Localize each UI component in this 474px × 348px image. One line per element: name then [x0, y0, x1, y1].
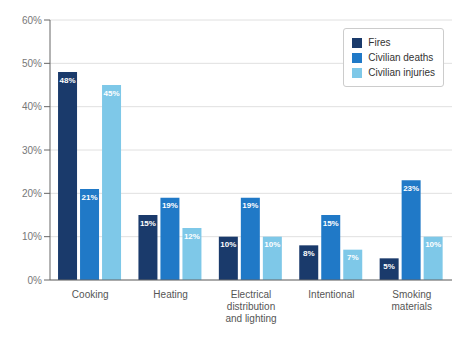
html-text:Civilian injuries: Civilian injuries [368, 67, 435, 78]
svg-text:19%: 19% [242, 201, 258, 210]
svg-text:7%: 7% [347, 253, 359, 262]
svg-text:10%: 10% [22, 231, 42, 242]
svg-text:Heating: Heating [153, 289, 187, 300]
svg-text:5%: 5% [383, 262, 395, 271]
svg-text:10%: 10% [264, 240, 280, 249]
svg-text:Cooking: Cooking [72, 289, 109, 300]
svg-text:8%: 8% [303, 249, 315, 258]
svg-text:15%: 15% [140, 219, 156, 228]
svg-text:50%: 50% [22, 58, 42, 69]
svg-text:30%: 30% [22, 145, 42, 156]
svg-text:20%: 20% [22, 188, 42, 199]
svg-text:Electricaldistributionand ligh: Electricaldistributionand lighting [225, 289, 276, 324]
svg-text:21%: 21% [82, 193, 98, 202]
svg-text:0%: 0% [28, 275, 43, 286]
svg-text:10%: 10% [425, 240, 441, 249]
svg-text:19%: 19% [162, 201, 178, 210]
svg-text:23%: 23% [403, 184, 419, 193]
html-text:Civilian deaths: Civilian deaths [368, 52, 434, 63]
svg-text:60%: 60% [22, 15, 42, 26]
svg-text:45%: 45% [104, 89, 120, 98]
svg-text:40%: 40% [22, 101, 42, 112]
svg-text:15%: 15% [323, 219, 339, 228]
svg-text:12%: 12% [184, 232, 200, 241]
svg-text:Intentional: Intentional [308, 289, 354, 300]
svg-text:10%: 10% [220, 240, 236, 249]
svg-text:48%: 48% [60, 76, 76, 85]
html-text:Fires: Fires [368, 37, 391, 48]
svg-text:Smokingmaterials: Smokingmaterials [392, 289, 433, 312]
